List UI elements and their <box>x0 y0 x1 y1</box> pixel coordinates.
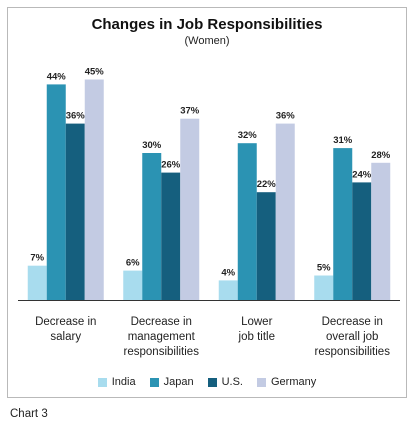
bar-japan-2 <box>237 143 257 300</box>
bar-japan-1 <box>142 153 162 300</box>
data-label: 5% <box>317 263 331 274</box>
bar-india-1 <box>123 270 143 300</box>
category-label-line: job title <box>238 331 275 343</box>
bar-japan-3 <box>333 148 353 300</box>
bar-us-3 <box>352 182 372 300</box>
legend-label: India <box>111 376 136 388</box>
legend-swatch <box>207 377 217 387</box>
category-label-line: Decrease in <box>35 316 97 328</box>
legend-item-germany: Germany <box>257 376 316 388</box>
bar-india-3 <box>314 275 334 300</box>
category-label-line: overall job <box>326 331 379 343</box>
bar-germany-0 <box>84 79 104 300</box>
bar-germany-3 <box>371 162 391 300</box>
category-label-line: Decrease in <box>321 316 383 328</box>
data-label: 31% <box>333 135 353 146</box>
category-label: Lower job title <box>209 315 305 345</box>
bar-plot: 7% 44% 36% 45% 6% 30% 26% 37% 4% 32% 22% 36% 5% 31% 24… <box>18 67 400 301</box>
bar-india-2 <box>218 280 238 300</box>
bar-us-2 <box>256 192 276 300</box>
category-label-line: Decrease in <box>130 316 192 328</box>
data-label: 6% <box>126 258 140 269</box>
chart-subtitle: (Women) <box>184 35 230 47</box>
legend-item-us: U.S. <box>207 376 243 388</box>
legend-label: Japan <box>163 376 194 388</box>
legend-swatch <box>149 377 159 387</box>
legend-item-india: India <box>97 376 136 388</box>
data-label: 36% <box>66 111 86 122</box>
data-label: 28% <box>371 150 391 161</box>
data-label: 26% <box>161 160 181 171</box>
figure-caption: Chart 3 <box>10 408 48 420</box>
bar-japan-0 <box>46 84 66 301</box>
data-label: 24% <box>352 169 372 180</box>
category-label-line: responsibilities <box>314 346 390 358</box>
chart-frame: Changes in Job Responsibilities (Women) … <box>7 7 407 398</box>
chart-title: Changes in Job Responsibilities <box>91 16 323 33</box>
category-label-line: management <box>127 331 195 343</box>
legend-item-japan: Japan <box>149 376 194 388</box>
data-label: 32% <box>238 130 258 141</box>
data-label: 7% <box>30 253 44 264</box>
data-label: 37% <box>180 106 200 117</box>
category-label-line: Lower <box>241 316 273 328</box>
bar-us-0 <box>65 123 85 300</box>
category-label-line: salary <box>50 331 82 343</box>
legend: India Japan U.S. Germany <box>8 376 406 388</box>
legend-label: U.S. <box>221 376 243 388</box>
category-label: Decrease in salary <box>18 315 114 345</box>
legend-swatch <box>257 377 266 387</box>
category-label-line: responsibilities <box>123 346 199 358</box>
legend-label: Germany <box>271 376 317 388</box>
bar-india-0 <box>27 265 47 300</box>
bar-us-1 <box>161 172 181 300</box>
data-label: 4% <box>221 267 235 278</box>
data-label: 30% <box>142 140 162 151</box>
bar-germany-2 <box>275 123 295 300</box>
category-label: Decrease in overall job responsibilities <box>305 315 401 360</box>
category-label: Decrease in management responsibilities <box>114 315 210 360</box>
data-label: 22% <box>257 179 277 190</box>
legend-swatch <box>97 377 107 387</box>
data-label: 45% <box>85 67 105 78</box>
data-label: 36% <box>276 111 296 122</box>
bar-germany-1 <box>180 118 200 300</box>
data-label: 44% <box>47 71 67 82</box>
